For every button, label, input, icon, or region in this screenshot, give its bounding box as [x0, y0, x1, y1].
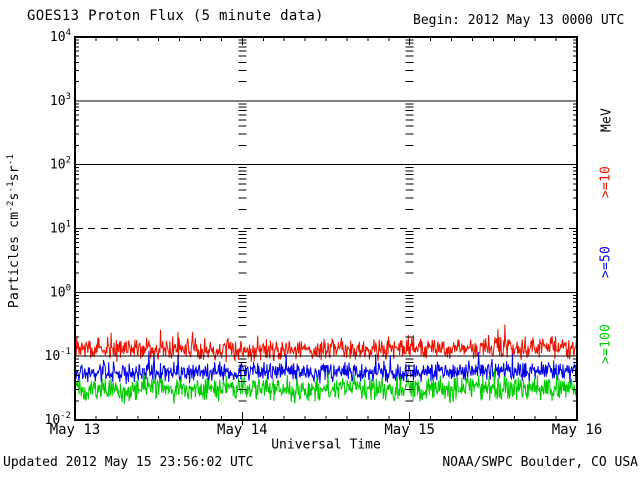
trace-gege10 [74, 324, 578, 363]
x-tick-label: May 14 [217, 422, 268, 438]
page-title: GOES13 Proton Flux (5 minute data) [27, 8, 324, 24]
y-axis-title-text: s [7, 192, 23, 201]
legend-unit-label: MeV [599, 107, 615, 133]
y-tick-label: 10-1 [45, 347, 72, 364]
updated-timestamp: Updated 2012 May 15 23:56:02 UTC [3, 455, 254, 470]
y-tick-label: 103 [50, 92, 71, 109]
x-axis-title: Universal Time [271, 437, 381, 453]
legend-ge100-label: >=100 [598, 323, 614, 365]
plot-frame [74, 36, 578, 421]
x-tick-label: May 13 [50, 422, 101, 438]
y-axis-title: Particles cm-2s-1sr-1 [6, 154, 22, 308]
trace-gege50 [74, 350, 578, 385]
y-axis-title-exp: -1 [5, 181, 16, 193]
legend-ge10-label: >=10 [598, 165, 614, 199]
legend-ge50-label: >=50 [598, 245, 614, 279]
trace-gege100 [74, 368, 578, 404]
x-tick-label: May 16 [552, 422, 603, 438]
y-axis-title-exp: -2 [5, 200, 16, 212]
y-tick-label: 100 [50, 283, 71, 300]
y-tick-label: 101 [50, 220, 71, 237]
y-axis-title-text: sr [7, 165, 23, 182]
y-axis-title-text: Particles cm [7, 211, 23, 309]
y-axis-title-exp: -1 [5, 153, 16, 166]
y-tick-label: 102 [50, 156, 71, 173]
grid-group [74, 36, 578, 425]
y-tick-label: 104 [50, 28, 71, 45]
begin-timestamp: Begin: 2012 May 13 0000 UTC [413, 13, 625, 28]
traces-group [74, 324, 578, 404]
y-tick-label: 10-2 [45, 411, 72, 428]
source-credit: NOAA/SWPC Boulder, CO USA [442, 455, 638, 470]
x-tick-label: May 15 [384, 422, 435, 438]
